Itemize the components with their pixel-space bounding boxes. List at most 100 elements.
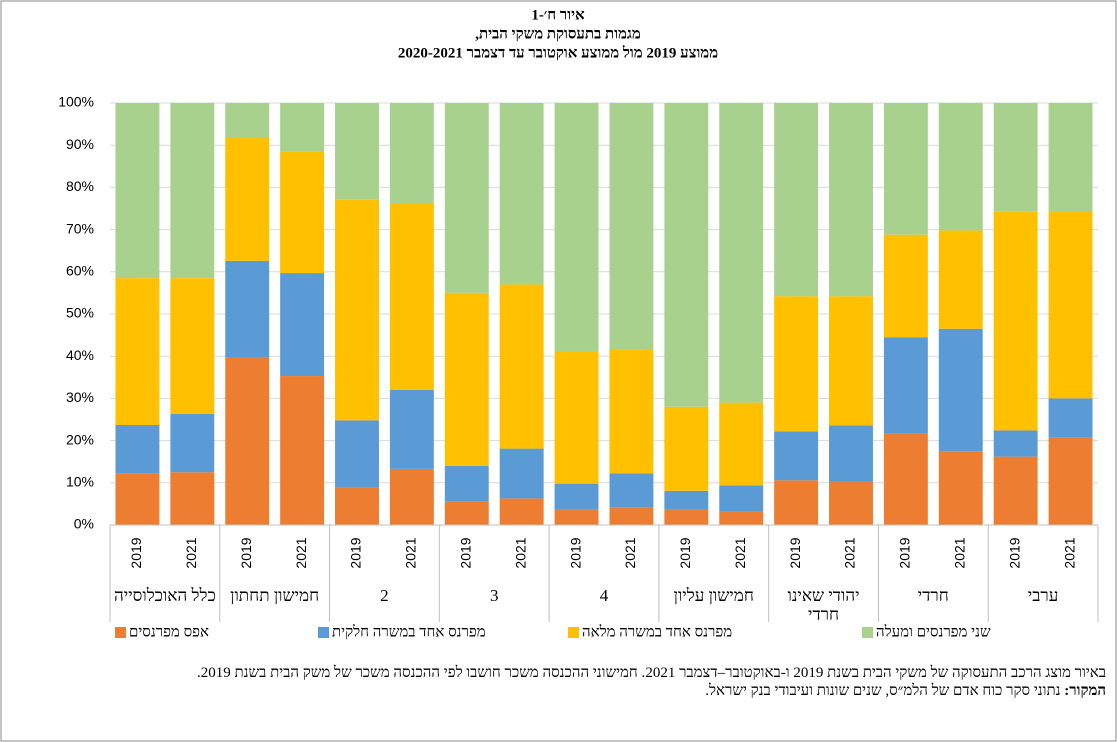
bar-segment <box>499 284 544 449</box>
x-tick-label: 2021 <box>512 537 528 568</box>
x-tick-label: 2021 <box>842 537 858 568</box>
bar-segment <box>170 472 215 525</box>
bar-segment <box>829 103 873 297</box>
y-tick-label: 100% <box>58 94 94 110</box>
x-tick-label: 2021 <box>183 537 199 568</box>
bar-segment <box>774 103 819 297</box>
bar-segment <box>115 278 160 425</box>
bar-segment <box>170 278 215 415</box>
bar-segment <box>774 296 819 432</box>
chart-title: ממוצע 2019 מול ממוצע אוקטובר עד דצמבר 20… <box>398 44 718 61</box>
bar-segment <box>774 480 819 525</box>
bar-segment <box>719 402 764 486</box>
notes: באיור מוצג הרכב התעסוקה של משקי הבית בשנ… <box>14 664 1106 700</box>
note-text: באיור מוצג הרכב התעסוקה של משקי הבית בשנ… <box>196 665 1106 681</box>
group-label: 3 <box>489 586 499 605</box>
legend-label: שני מפרנסים ומעלה <box>876 623 991 640</box>
bar-segment <box>829 296 873 426</box>
bar-segment <box>170 103 215 279</box>
bar-segment <box>609 103 654 350</box>
bar-segment <box>664 490 709 509</box>
bar-segment <box>938 451 983 525</box>
bar-segment <box>719 103 764 403</box>
bar-segment <box>444 501 489 525</box>
bar-segment <box>554 351 599 484</box>
bar-segment <box>499 498 544 525</box>
bar-segment <box>883 337 928 434</box>
y-tick-label: 80% <box>66 178 94 194</box>
legend-swatch <box>115 627 126 638</box>
x-tick-label: 2019 <box>897 537 913 568</box>
bar-segment <box>609 349 654 474</box>
bar-segment <box>609 473 654 508</box>
bar-segment <box>719 485 764 512</box>
bar-segment <box>225 357 270 525</box>
y-tick-label: 90% <box>66 136 94 152</box>
bar-segment <box>938 230 983 329</box>
bar-segment <box>335 420 379 488</box>
y-tick-label: 10% <box>66 474 94 490</box>
bar-segment <box>883 103 928 235</box>
group-label: חמישון תחתון <box>230 586 320 605</box>
chart-title: איור ח׳-1 <box>531 7 585 23</box>
bar-segment <box>554 483 599 509</box>
legend-label: מפרנס אחד במשרה חלקית <box>332 623 486 640</box>
bar-segment <box>335 103 379 200</box>
bar-segment <box>499 103 544 285</box>
bar-segment <box>829 425 873 482</box>
bar-segment <box>280 103 325 152</box>
y-tick-label: 20% <box>66 431 94 447</box>
bar-segment <box>115 103 160 279</box>
bar-segment <box>389 389 434 469</box>
bar-segment <box>444 103 489 293</box>
bar-segment <box>938 103 983 231</box>
bar-segment <box>554 103 599 352</box>
y-tick-label: 40% <box>66 347 94 363</box>
bar-segment <box>335 487 379 525</box>
y-tick-label: 50% <box>66 305 94 321</box>
legend-label: מפרנס אחד במשרה מלאה <box>582 623 732 640</box>
x-tick-label: 2019 <box>1006 537 1022 568</box>
bar-segment <box>115 424 160 474</box>
source-label: המקור: <box>1064 683 1106 699</box>
legend-swatch <box>318 627 329 638</box>
x-tick-label: 2021 <box>622 537 638 568</box>
chart-title: מגמות בתעסוקת משקי הבית, <box>475 26 641 42</box>
x-tick-label: 2019 <box>457 537 473 568</box>
y-tick-label: 30% <box>66 389 94 405</box>
bar-segment <box>1048 437 1093 525</box>
y-tick-label: 60% <box>66 263 94 279</box>
x-tick-label: 2021 <box>951 537 967 568</box>
bar-segment <box>1048 398 1093 438</box>
group-label: 2 <box>380 586 389 605</box>
bar-segment <box>664 508 709 525</box>
bar-segment <box>499 448 544 499</box>
bar-segment <box>115 473 160 525</box>
bar-segment <box>335 199 379 421</box>
group-label: ערבי <box>1027 586 1059 605</box>
bar-segment <box>389 103 434 204</box>
bar-segment <box>1048 103 1093 212</box>
group-label: 4 <box>599 586 609 605</box>
legend-swatch <box>862 627 873 638</box>
bar-segment <box>280 376 325 525</box>
bar-segment <box>883 433 928 525</box>
x-tick-label: 2019 <box>128 537 144 568</box>
bar-segment <box>554 508 599 525</box>
bar-segment <box>170 414 215 473</box>
x-tick-label: 2021 <box>1061 537 1077 568</box>
bar-segment <box>389 203 434 390</box>
x-tick-label: 2019 <box>348 537 364 568</box>
legend-label: אפס מפרנסים <box>129 624 209 640</box>
bar-segment <box>444 292 489 466</box>
group-label: יהודי שאינו חרדי <box>787 586 860 624</box>
bar-segment <box>1048 211 1093 399</box>
bar-segment <box>225 138 270 261</box>
bar-segment <box>664 103 709 407</box>
source-text: נתוני סקר כוח אדם של הלמ״ס, שנים שונות ו… <box>705 683 1061 699</box>
bar-segment <box>993 103 1038 212</box>
bar-segment <box>444 465 489 502</box>
x-tick-label: 2019 <box>567 537 583 568</box>
